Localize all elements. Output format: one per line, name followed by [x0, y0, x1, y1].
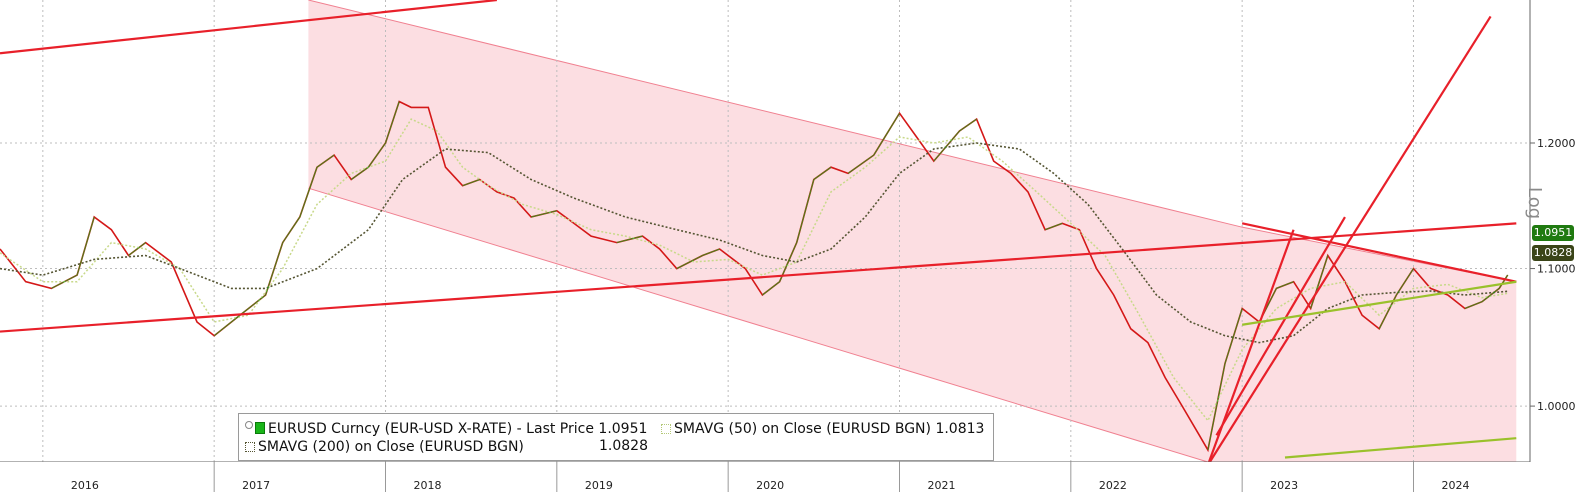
price-up-segment	[762, 281, 780, 296]
sma200-swatch-icon	[245, 442, 255, 452]
price-up-segment	[350, 166, 369, 181]
price-up-segment	[1395, 268, 1414, 296]
channel-upper-edge	[308, 0, 1517, 283]
trend-line-1	[0, 0, 497, 55]
x-tick-label: 2022	[1099, 479, 1127, 492]
price-up-segment	[873, 112, 901, 156]
price-up-segment	[213, 314, 241, 337]
price-up-segment	[1044, 222, 1063, 231]
trend-line-7	[1241, 280, 1517, 326]
y-tick-label: 1.0000	[1537, 400, 1576, 413]
y-tick-label: 1.2000	[1537, 137, 1576, 150]
price-up-segment	[1310, 255, 1329, 309]
price-up-segment	[1224, 308, 1243, 364]
price-up-segment	[316, 154, 335, 168]
log-scale-label: Log	[1524, 187, 1545, 220]
price-up-segment	[1276, 281, 1294, 289]
price-up-segment	[367, 142, 386, 168]
last-price-badge: 1.0951	[1532, 225, 1574, 241]
price-up-segment	[128, 242, 146, 256]
legend-price-label: EURUSD Curncy (EUR-USD X-RATE) - Last Pr…	[268, 421, 594, 437]
price-up-segment	[299, 167, 318, 218]
legend-price-row: EURUSD Curncy (EUR-USD X-RATE) - Last Pr…	[245, 420, 647, 438]
y-tick-label: 1.1000	[1537, 263, 1576, 276]
legend-sma200-label: SMAVG (200) on Close (EURUSD BGN)	[258, 439, 524, 455]
price-up-segment	[462, 178, 480, 187]
x-tick-label: 2017	[242, 479, 270, 492]
price-up-segment	[76, 216, 95, 276]
legend-sma200-row: SMAVG (200) on Close (EURUSD BGN)	[245, 438, 524, 456]
price-up-segment	[530, 210, 557, 218]
trend-line-3	[1206, 15, 1492, 466]
x-tick-label: 2019	[585, 479, 613, 492]
price-up-segment	[959, 118, 977, 132]
price-up-segment	[384, 101, 400, 144]
trend-line-5	[1215, 216, 1346, 436]
price-up-segment	[702, 248, 720, 257]
price-up-segment	[1498, 274, 1509, 289]
legend-sma50-row: SMAVG (50) on Close (EURUSD BGN) 1.0813	[661, 420, 984, 438]
price-up-segment	[933, 130, 960, 162]
trend-line-8	[1284, 437, 1517, 459]
legend-sma50-value: 1.0813	[935, 421, 985, 437]
sma50-swatch-icon	[661, 424, 671, 434]
x-tick-label: 2023	[1270, 479, 1298, 492]
price-up-segment	[264, 242, 284, 296]
x-axis-band	[0, 462, 1581, 495]
price-up-segment	[1481, 287, 1500, 303]
legend-sma50-label: SMAVG (50) on Close (EURUSD BGN)	[674, 421, 931, 437]
price-up-segment	[676, 254, 703, 270]
x-tick-label: 2018	[413, 479, 441, 492]
x-tick-label: 2020	[756, 479, 784, 492]
price-up-segment	[1464, 301, 1483, 310]
price-swatch-icon	[255, 422, 265, 434]
price-up-segment	[813, 166, 832, 181]
price-up-segment	[796, 179, 815, 243]
legend: EURUSD Curncy (EUR-USD X-RATE) - Last Pr…	[238, 413, 994, 461]
price-up-segment	[282, 216, 301, 243]
series-line-3	[0, 142, 1508, 344]
price-up-segment	[51, 274, 78, 289]
pin-icon	[245, 421, 253, 429]
x-tick-label: 2021	[927, 479, 955, 492]
x-tick-label: 2016	[71, 479, 99, 492]
x-tick-label: 2024	[1441, 479, 1469, 492]
price-up-segment	[847, 154, 875, 174]
price-up-segment	[616, 235, 643, 244]
sma-badge: 1.0828	[1532, 245, 1574, 261]
legend-price-value: 1.0951	[598, 421, 648, 437]
price-up-segment	[1207, 363, 1226, 451]
series-line-2	[0, 118, 1508, 423]
shaded-channel	[308, 0, 1517, 462]
trend-line-2	[0, 222, 1517, 333]
legend-sma200-value: 1.0828	[599, 438, 648, 454]
trend-line-6	[1241, 222, 1517, 283]
price-up-segment	[239, 294, 266, 316]
